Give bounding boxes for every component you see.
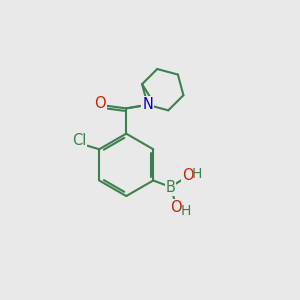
- Text: N: N: [142, 97, 153, 112]
- Text: N: N: [142, 97, 153, 112]
- Text: H: H: [181, 204, 191, 218]
- Text: O: O: [170, 200, 182, 215]
- Text: O: O: [94, 96, 106, 111]
- Text: H: H: [192, 167, 202, 181]
- Text: Cl: Cl: [72, 134, 86, 148]
- Text: O: O: [182, 168, 194, 183]
- Text: B: B: [166, 179, 176, 194]
